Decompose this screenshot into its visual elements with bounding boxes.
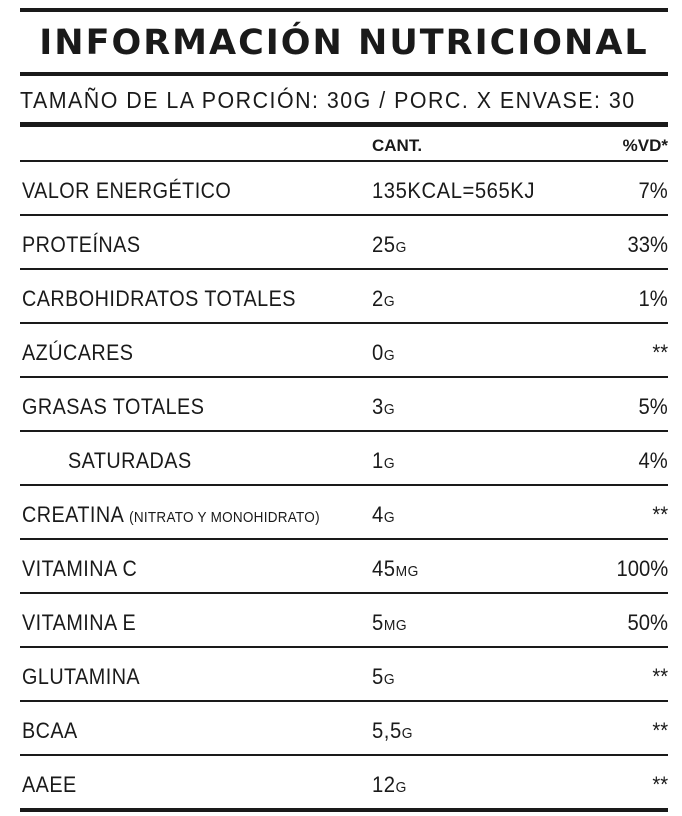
top-rule <box>20 8 668 12</box>
dv-column-header: %VD* <box>622 136 668 155</box>
amount-value: 25 <box>372 232 396 257</box>
table-row: SATURADAS 1G 4% <box>20 432 668 486</box>
table-row: AAEE 12G ** <box>20 756 668 812</box>
amount-value: 12 <box>372 772 396 797</box>
amount-value: 1 <box>372 448 384 473</box>
amount-unit: G <box>395 779 407 796</box>
nutrition-facts-panel: INFORMACIÓN NUTRICIONAL TAMAÑO DE LA POR… <box>20 8 668 812</box>
amount-value: 0 <box>372 340 384 365</box>
daily-value: ** <box>652 502 668 527</box>
amount-value: 4 <box>372 502 384 527</box>
amount-unit: G <box>383 293 396 310</box>
nutrient-amount: 12G <box>372 772 407 798</box>
nutrient-amount: 25G <box>372 232 407 258</box>
amount-value: 2 <box>372 286 384 311</box>
daily-value: ** <box>652 664 668 689</box>
amount-unit: G <box>383 347 396 364</box>
table-row: GLUTAMINA 5G ** <box>20 648 668 702</box>
daily-value: ** <box>652 772 668 797</box>
nutrient-name: GLUTAMINA <box>22 664 140 690</box>
amount-unit: G <box>383 455 396 472</box>
amount-value: 5 <box>372 664 384 689</box>
serving-rule <box>20 122 668 127</box>
nutrient-label: GRASAS TOTALES <box>22 394 205 419</box>
nutrient-label: CARBOHIDRATOS TOTALES <box>22 286 296 311</box>
daily-value: 50% <box>627 610 668 635</box>
table-row: GRASAS TOTALES 3G 5% <box>20 378 668 432</box>
amount-value: 3 <box>372 394 384 419</box>
amount-value: 5,5 <box>372 718 402 743</box>
nutrient-label: GLUTAMINA <box>22 664 141 689</box>
nutrient-label: AAEE <box>22 772 77 797</box>
daily-value: 5% <box>638 394 668 419</box>
table-row: CREATINA (NITRATO Y MONOHIDRATO) 4G ** <box>20 486 668 540</box>
nutrient-label: PROTEÍNAS <box>22 232 141 257</box>
amount-unit: G <box>383 401 396 418</box>
panel-title: INFORMACIÓN NUTRICIONAL <box>39 23 649 63</box>
nutrient-name: VITAMINA C <box>22 556 137 582</box>
daily-value: 7% <box>638 178 668 203</box>
nutrient-amount: 45MG <box>372 556 419 582</box>
amount-unit: G <box>383 509 396 526</box>
amount-column-header: CANT. <box>372 136 423 155</box>
amount-unit: G <box>383 671 396 688</box>
daily-value: 33% <box>627 232 668 257</box>
nutrient-label: VALOR ENERGÉTICO <box>22 178 232 203</box>
table-row: PROTEÍNAS 25G 33% <box>20 216 668 270</box>
nutrient-label: VITAMINA E <box>22 610 137 635</box>
nutrient-amount: 5,5G <box>372 718 413 744</box>
nutrient-amount: 0G <box>372 340 395 366</box>
table-row: VITAMINA E 5MG 50% <box>20 594 668 648</box>
nutrient-label: CREATINA <box>22 502 124 527</box>
nutrient-amount: 2G <box>372 286 395 312</box>
nutrient-label: SATURADAS <box>68 448 192 473</box>
daily-value: 100% <box>616 556 668 581</box>
amount-value: 45 <box>372 556 396 581</box>
daily-value: ** <box>652 340 668 365</box>
nutrient-label: AZÚCARES <box>22 340 134 365</box>
nutrient-name: CARBOHIDRATOS TOTALES <box>22 286 296 312</box>
nutrient-name: AAEE <box>22 772 77 798</box>
nutrient-name: VITAMINA E <box>22 610 136 636</box>
nutrient-amount: 4G <box>372 502 395 528</box>
nutrient-name: BCAA <box>22 718 78 744</box>
nutrient-label: VITAMINA C <box>22 556 138 581</box>
amount-unit: MG <box>395 563 419 580</box>
nutrient-amount: 135KCAL=565KJ <box>372 178 535 204</box>
nutrient-name: GRASAS TOTALES <box>22 394 204 420</box>
serving-info: TAMAÑO DE LA PORCIÓN: 30G / PORC. X ENVA… <box>20 87 636 113</box>
header-rule <box>20 160 668 162</box>
nutrient-note: (NITRATO Y MONOHIDRATO) <box>129 509 320 526</box>
table-row: VITAMINA C 45MG 100% <box>20 540 668 594</box>
nutrient-name: PROTEÍNAS <box>22 232 140 258</box>
daily-value: ** <box>652 718 668 743</box>
daily-value: 4% <box>638 448 668 473</box>
table-row: BCAA 5,5G ** <box>20 702 668 756</box>
nutrient-name: CREATINA (NITRATO Y MONOHIDRATO) <box>22 502 320 528</box>
amount-value: 135KCAL=565KJ <box>372 178 536 203</box>
nutrient-amount: 5MG <box>372 610 407 636</box>
nutrient-amount: 3G <box>372 394 395 420</box>
daily-value: 1% <box>638 286 668 311</box>
amount-unit: G <box>401 725 414 742</box>
nutrient-name: AZÚCARES <box>22 340 133 366</box>
amount-unit: G <box>395 239 407 256</box>
nutrient-amount: 1G <box>372 448 395 474</box>
nutrient-name: SATURADAS <box>68 448 192 474</box>
amount-value: 5 <box>372 610 384 635</box>
table-row: VALOR ENERGÉTICO 135KCAL=565KJ 7% <box>20 162 668 216</box>
title-rule <box>20 72 668 76</box>
nutrient-label: BCAA <box>22 718 78 743</box>
nutrient-name: VALOR ENERGÉTICO <box>22 178 231 204</box>
table-row: AZÚCARES 0G ** <box>20 324 668 378</box>
table-row: CARBOHIDRATOS TOTALES 2G 1% <box>20 270 668 324</box>
nutrient-amount: 5G <box>372 664 395 690</box>
amount-unit: MG <box>383 617 408 634</box>
